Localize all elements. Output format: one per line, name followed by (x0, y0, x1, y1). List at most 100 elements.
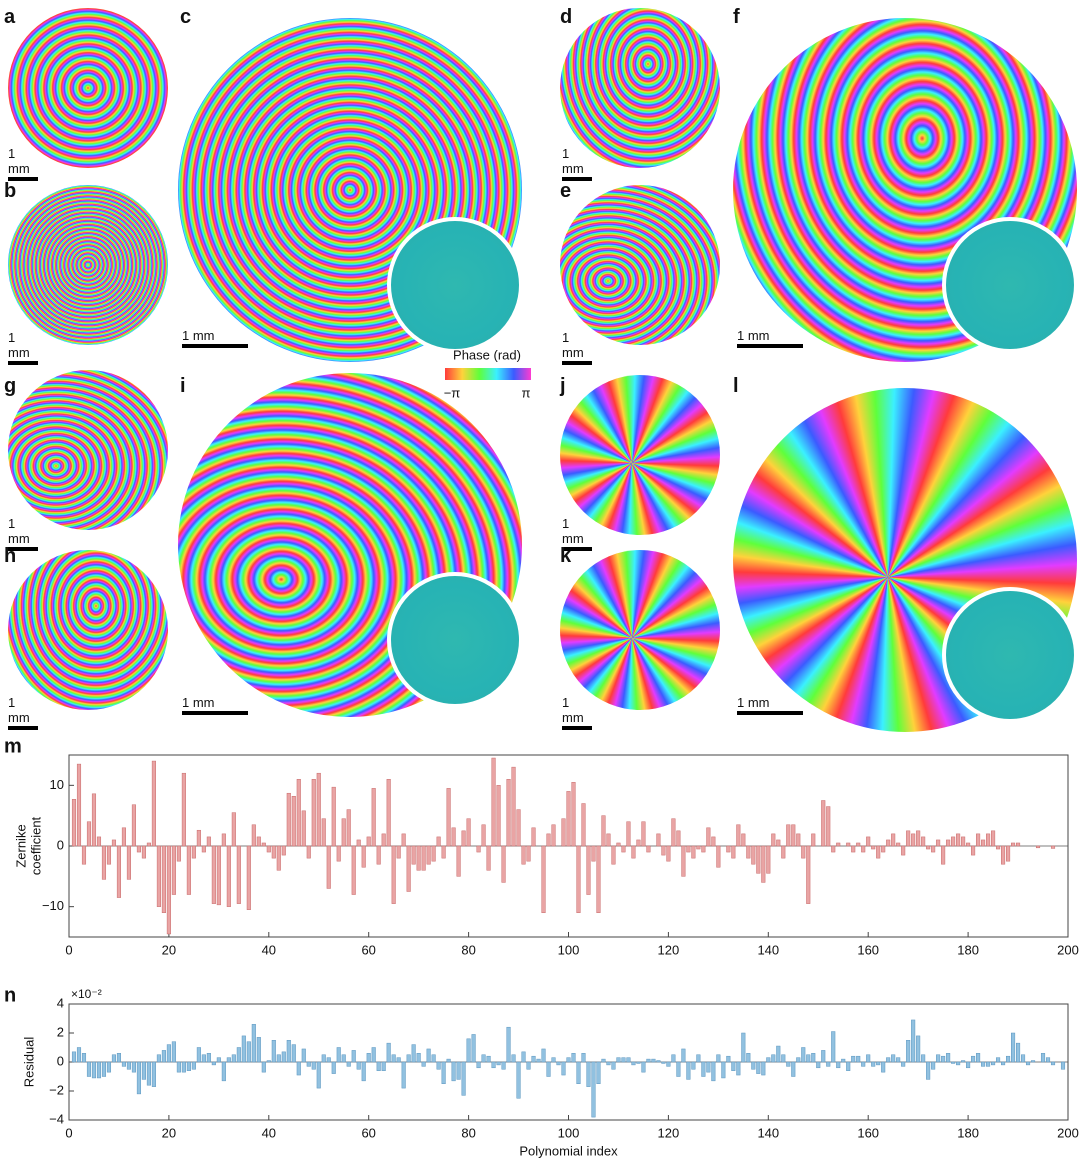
panel-label: h (4, 545, 17, 567)
bar (761, 1061, 766, 1076)
bar (76, 1047, 82, 1063)
bar (491, 757, 496, 847)
bar (221, 1061, 226, 1082)
bar (491, 1061, 496, 1069)
bar (976, 1053, 981, 1063)
bar (246, 1041, 251, 1063)
colorbar (445, 368, 531, 380)
bar (871, 845, 876, 850)
bar (196, 829, 201, 847)
bar (316, 772, 321, 847)
bar (591, 845, 596, 862)
bar (656, 833, 661, 847)
bar (376, 1061, 381, 1071)
bar (656, 1060, 661, 1063)
bar (956, 1061, 961, 1066)
bar (226, 1057, 231, 1063)
bar (131, 1061, 136, 1073)
panel-label: g (4, 375, 17, 397)
scale-line (8, 726, 38, 730)
bar (446, 788, 451, 847)
bar (126, 1061, 131, 1070)
bar (1040, 1053, 1046, 1063)
bar (556, 1061, 561, 1066)
x-tick-label: 140 (757, 1125, 779, 1140)
bar (121, 827, 126, 847)
bar (386, 779, 391, 847)
bar (591, 1061, 596, 1118)
bar (606, 833, 611, 847)
bar (296, 779, 301, 847)
scale-line (562, 361, 592, 365)
bar (406, 845, 411, 892)
bar (866, 1054, 871, 1063)
bar (801, 845, 806, 859)
bar (541, 1048, 546, 1063)
bar (851, 845, 856, 853)
scale-line (8, 361, 38, 365)
bar (401, 833, 406, 847)
bar (86, 1061, 92, 1077)
bar (96, 836, 102, 847)
bar (661, 1061, 666, 1064)
bar (581, 803, 586, 847)
bar (776, 1045, 781, 1063)
bar (601, 1058, 606, 1063)
bar (876, 1061, 881, 1066)
bar (176, 845, 181, 862)
bar (441, 1061, 446, 1084)
bar (181, 1061, 186, 1073)
bar (791, 1061, 796, 1077)
x-tick-label: 80 (461, 942, 475, 957)
bar (411, 845, 416, 865)
bar (346, 809, 351, 847)
bar (151, 1061, 156, 1087)
bar (606, 1061, 611, 1066)
bar (766, 845, 771, 874)
bar (681, 1048, 686, 1063)
bar (666, 1061, 671, 1067)
bar (836, 1061, 841, 1069)
bar (1020, 1054, 1026, 1063)
bar (456, 1061, 461, 1080)
panel-label: l (733, 375, 739, 397)
bar (461, 1061, 466, 1096)
bar (101, 1061, 107, 1077)
bar (901, 1061, 906, 1067)
bar (1001, 845, 1006, 865)
bar (846, 1061, 851, 1071)
bar (1045, 1057, 1051, 1063)
x-tick-label: 160 (857, 1125, 879, 1140)
bar (256, 1037, 261, 1063)
bar (116, 1053, 122, 1063)
bar (311, 1061, 316, 1070)
bar (741, 833, 746, 847)
bar (581, 1053, 586, 1063)
panel-label: b (4, 180, 17, 202)
residual-inset (387, 217, 523, 353)
bar (811, 833, 816, 847)
bar (1011, 1032, 1016, 1063)
bar (781, 845, 786, 859)
phase-map (8, 8, 168, 168)
bar (696, 1054, 701, 1063)
phase-map (8, 185, 168, 345)
bar (921, 836, 926, 847)
bar (956, 833, 961, 847)
bar (486, 1055, 491, 1063)
scale-bar: 1 mm (8, 516, 38, 551)
bar (506, 1026, 511, 1063)
bar (86, 821, 92, 847)
colorbar-max: π (522, 385, 531, 400)
bar (636, 839, 641, 847)
bar (171, 1041, 176, 1063)
bar (631, 845, 636, 859)
bar (206, 836, 211, 847)
bar (391, 1054, 396, 1063)
bar (451, 1061, 456, 1082)
bar (261, 842, 266, 847)
bar (161, 845, 166, 913)
scale-line (737, 344, 803, 348)
panel-label: d (560, 6, 573, 28)
bar (626, 1057, 631, 1063)
